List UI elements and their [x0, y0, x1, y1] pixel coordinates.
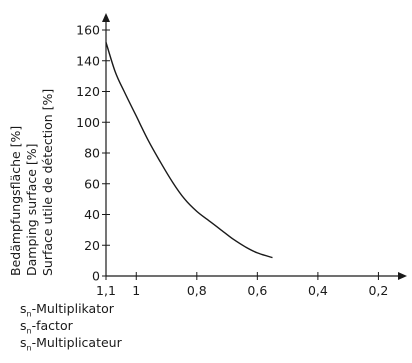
- x-axis-symbol: s: [20, 318, 27, 333]
- x-axis-label-en: sn-factor: [20, 318, 73, 340]
- ticks: 0 20 40 60 80 100 120 140 160 1,1 1 0,8 0,6 0,4 0,2: [76, 23, 388, 299]
- x-tick-label: 1,1: [96, 283, 116, 298]
- x-axis-label-text: -factor: [31, 318, 73, 333]
- y-tick-label: 140: [76, 53, 100, 68]
- x-tick-label: 1: [132, 283, 140, 298]
- x-axis-label-text: -Multiplicateur: [31, 335, 122, 350]
- y-tick-label: 100: [76, 115, 100, 130]
- x-axis-label-de: sn-Multiplikator: [20, 301, 114, 323]
- y-tick-label: 60: [84, 176, 100, 191]
- y-tick-label: 80: [84, 146, 100, 161]
- x-tick-label: 0,2: [368, 283, 388, 298]
- x-axis-symbol: s: [20, 335, 27, 350]
- y-tick-label: 20: [84, 238, 100, 253]
- y-tick-label: 40: [84, 207, 100, 222]
- y-tick-label: 0: [92, 269, 100, 284]
- x-tick-label: 0,6: [247, 283, 267, 298]
- y-tick-label: 120: [76, 84, 100, 99]
- y-axis-label-en: Damping surface [%]: [24, 143, 39, 276]
- x-tick-label: 0,8: [187, 283, 207, 298]
- x-tick-label: 0,4: [308, 283, 328, 298]
- x-axis-symbol: s: [20, 301, 27, 316]
- x-axis-subscript: n: [26, 309, 32, 319]
- series: [105, 42, 273, 259]
- x-axis-subscript: n: [26, 343, 32, 353]
- x-axis-label-fr: sn-Multiplicateur: [20, 335, 122, 357]
- x-axis-arrowhead: [398, 272, 407, 280]
- series-line: [105, 42, 273, 259]
- y-axis-label-de: Bedämpfungsfläche [%]: [8, 125, 23, 276]
- y-axis-arrowhead: [102, 13, 110, 22]
- axes: [102, 13, 407, 280]
- y-tick-label: 160: [76, 23, 100, 38]
- x-axis-subscript: n: [26, 326, 32, 336]
- y-axis-label-fr: Surface utile de détection [%]: [40, 88, 55, 276]
- x-axis-label-text: -Multiplikator: [31, 301, 114, 316]
